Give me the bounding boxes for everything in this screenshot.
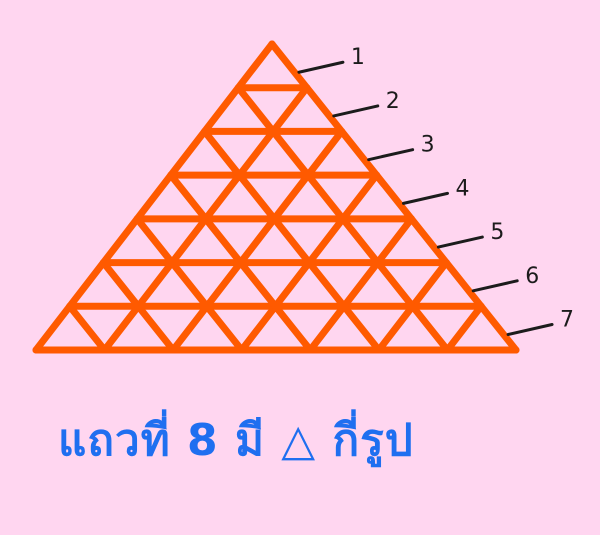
row-pointer-line <box>436 235 484 249</box>
diagonal-line-right <box>133 215 246 354</box>
diagonal-line-right <box>234 84 451 354</box>
row-label: 7 <box>560 308 574 333</box>
question-caption: แถวที่ 8 มี △ กี่รูป <box>58 409 414 467</box>
row-label: 1 <box>351 45 365 70</box>
diagonal-line-right <box>99 259 177 354</box>
diagonal-line-right <box>167 171 314 354</box>
row-pointer-line <box>506 323 554 337</box>
row-pointers <box>297 60 554 337</box>
row-label: 6 <box>525 264 539 289</box>
diagonal-line-right <box>201 127 383 354</box>
row-label: 4 <box>455 176 469 201</box>
row-pointer-line <box>297 60 345 74</box>
diagonal-line-left <box>443 302 485 354</box>
row-pointer-line <box>471 279 519 293</box>
row-pointer-line <box>401 191 449 205</box>
row-pointer-line <box>332 104 380 118</box>
triangle-grid <box>32 40 520 354</box>
diagonal-line-left <box>306 215 415 354</box>
row-label: 3 <box>421 133 435 158</box>
triangle-edge-right <box>268 40 520 354</box>
triangle-edge-left <box>32 40 276 354</box>
row-pointer-line <box>367 148 415 162</box>
diagonal-line-right <box>66 302 109 354</box>
row-label: 2 <box>386 89 400 114</box>
row-label: 5 <box>490 220 504 245</box>
diagonal-line-left <box>169 127 346 354</box>
